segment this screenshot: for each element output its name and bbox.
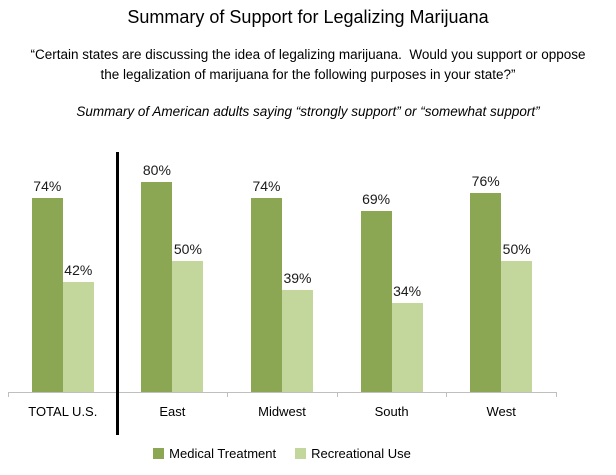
bar-value-label-recreational-use-midwest: 39% — [283, 269, 312, 286]
bar-medical-treatment-west — [470, 192, 502, 392]
bar-recreational-use-total-u-s — [62, 281, 94, 392]
bar-medical-treatment-midwest — [251, 198, 282, 392]
x-axis-tick — [8, 392, 9, 397]
bar-value-label-medical-treatment-west: 76% — [471, 172, 500, 189]
recreational-use-swatch-icon — [295, 448, 307, 459]
survey-question-line2: the legalization of marijuana for the fo… — [100, 67, 516, 82]
category-label-east: East — [159, 404, 186, 419]
bar-value-label-recreational-use-south: 34% — [393, 282, 422, 299]
x-axis-tick — [446, 392, 448, 397]
bar-medical-treatment-east — [141, 182, 173, 392]
category-label-west: West — [486, 404, 516, 419]
bar-value-label-medical-treatment-east: 80% — [142, 162, 171, 179]
bar-recreational-use-midwest — [282, 289, 313, 392]
x-axis-tick — [336, 392, 338, 397]
bar-medical-treatment-total-u-s — [31, 198, 63, 392]
chart-title: Summary of Support for Legalizing Mariju… — [127, 7, 489, 27]
bar-recreational-use-south — [391, 302, 423, 392]
bar-value-label-medical-treatment-south: 69% — [362, 191, 391, 208]
x-axis-tick — [556, 392, 557, 397]
medical-treatment-swatch-icon — [153, 448, 165, 459]
legend-item-recreational-use: Recreational Use — [295, 446, 411, 461]
bar-value-label-medical-treatment-total-u-s: 74% — [33, 178, 62, 195]
survey-question: “Certain states are discussing the idea … — [0, 45, 616, 85]
bar-value-label-recreational-use-west: 50% — [502, 241, 531, 257]
bar-recreational-use-west — [501, 261, 533, 392]
bar-medical-treatment-south — [360, 211, 392, 392]
bar-recreational-use-east — [172, 261, 204, 392]
bar-value-label-recreational-use-total-u-s: 42% — [64, 261, 93, 278]
bar-value-label-medical-treatment-midwest: 74% — [252, 178, 281, 195]
total-us-separator-line — [116, 152, 120, 435]
chart-subtitle: Summary of American adults saying “stron… — [76, 104, 540, 119]
legend-item-medical-treatment: Medical Treatment — [153, 446, 276, 461]
x-axis-line — [8, 392, 556, 393]
survey-question-line1: “Certain states are discussing the idea … — [30, 47, 586, 62]
category-label-midwest: Midwest — [258, 404, 306, 419]
x-axis-tick — [227, 392, 229, 397]
legend-label-medical-treatment: Medical Treatment — [169, 446, 277, 461]
legend-label-recreational-use: Recreational Use — [311, 446, 411, 461]
category-label-south: South — [374, 404, 409, 419]
category-label-total-u-s: TOTAL U.S. — [28, 404, 98, 419]
chart-legend: Medical Treatment Recreational Use — [8, 446, 556, 461]
bar-value-label-recreational-use-east: 50% — [173, 241, 202, 257]
